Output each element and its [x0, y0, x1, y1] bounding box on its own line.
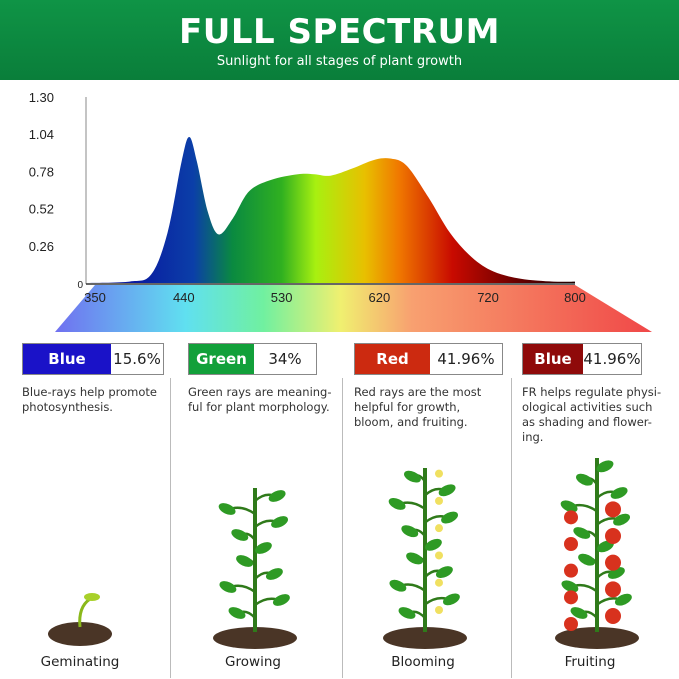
band-percentage: 34% — [254, 344, 316, 374]
band-badge: Blue 41.96% — [522, 343, 642, 375]
spectrum-chart: 0 0.26 0.52 0.78 1.04 1.30 350 440 530 620 720 800 — [29, 90, 652, 332]
band-label: Red — [355, 344, 430, 374]
y-tick-label: 1.04 — [29, 127, 54, 142]
band-percentage: 15.6% — [111, 344, 163, 374]
band-description: Red rays are the most helpful for growth… — [354, 385, 482, 429]
band-percentage: 41.96% — [430, 344, 502, 374]
stage-label: Fruiting — [564, 654, 616, 670]
x-tick-label: 350 — [84, 290, 106, 305]
title: FULL SPECTRUM — [179, 12, 500, 52]
x-tick-label: 720 — [477, 290, 499, 305]
y-tick-label: 0.26 — [29, 239, 54, 254]
band-label: Blue — [523, 344, 583, 374]
column-divider — [511, 378, 512, 678]
header-banner: FULL SPECTRUM Sunlight for all stages of… — [0, 0, 679, 80]
plant-illustration — [383, 468, 467, 649]
x-tick-label: 440 — [173, 290, 195, 305]
band-label: Blue — [23, 344, 111, 374]
band-badge: Green 34% — [188, 343, 317, 375]
plant-illustration — [213, 488, 297, 649]
x-tick-label: 800 — [564, 290, 586, 305]
stage-label: Geminating — [40, 654, 120, 670]
y-tick-label: 1.30 — [29, 90, 54, 105]
plant-illustration — [555, 458, 639, 649]
spectrum-area — [86, 137, 575, 283]
y-tick-label: 0 — [77, 280, 83, 291]
band-label: Green — [189, 344, 254, 374]
band-percentage: 41.96% — [583, 344, 641, 374]
band-description: Blue-rays help promote photosynthesis. — [22, 385, 157, 414]
band-badge: Red 41.96% — [354, 343, 503, 375]
column-divider — [342, 378, 343, 678]
x-tick-label: 530 — [271, 290, 293, 305]
seedling-illustration — [48, 593, 112, 646]
band-description: Green rays are meaning-ful for plant mor… — [188, 385, 332, 414]
y-tick-label: 0.78 — [29, 164, 54, 179]
stage-label: Growing — [225, 654, 281, 670]
spectrum-band — [55, 285, 652, 332]
band-badge: Blue 15.6% — [22, 343, 164, 375]
band-description: FR helps regulate physi-ological activit… — [522, 385, 662, 444]
x-tick-label: 620 — [369, 290, 391, 305]
stage-label: Blooming — [391, 654, 455, 670]
column-divider — [170, 378, 171, 678]
y-tick-label: 0.52 — [29, 202, 54, 217]
subtitle: Sunlight for all stages of plant growth — [216, 54, 463, 69]
